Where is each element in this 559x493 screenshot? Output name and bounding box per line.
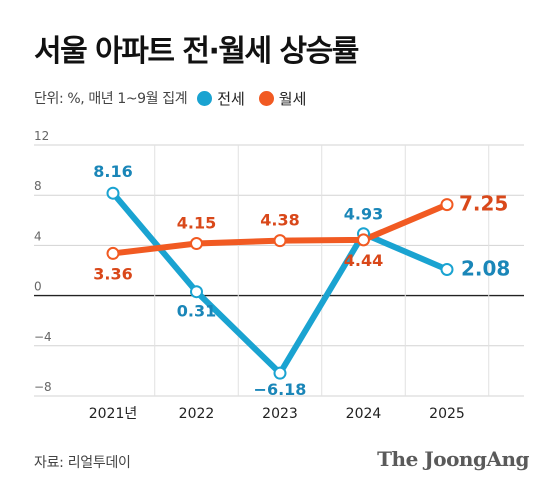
data-point-wolse (190, 237, 203, 251)
data-label-wolse: 7.25 (459, 192, 508, 216)
legend-item-jeonse: 전세 (197, 88, 245, 109)
legend-item-wolse: 월세 (258, 88, 307, 109)
y-tick-label: 0 (34, 280, 42, 294)
data-label-jeonse: 0.31 (177, 302, 216, 321)
legend-swatch-wolse (258, 90, 274, 106)
y-tick-label: 12 (34, 129, 49, 143)
x-tick-label: 2024 (346, 406, 382, 422)
source-note: 자료: 리얼투데이 (34, 455, 131, 471)
x-tick-label: 2023 (262, 406, 298, 422)
y-tick-label: 8 (34, 179, 42, 193)
legend-swatch-jeonse (197, 90, 213, 106)
data-label-jeonse: −6.18 (254, 380, 307, 399)
x-tick-label: 2025 (429, 406, 465, 422)
legend-label-jeonse: 전세 (217, 89, 245, 108)
data-point-wolse (357, 233, 370, 247)
data-label-jeonse: 8.16 (93, 162, 132, 181)
x-tick-label: 2021년 (89, 406, 138, 422)
data-point-wolse (106, 246, 120, 260)
unit-note: 단위: %, 매년 1~9월 집계 (34, 91, 188, 107)
data-point-wolse (440, 198, 454, 212)
data-point-jeonse (190, 285, 203, 299)
y-tick-label: −4 (34, 330, 52, 344)
brand-logo: The JoongAng (377, 447, 529, 471)
chart-title: 서울 아파트 전·월세 상승률 (34, 34, 359, 69)
data-label-wolse: 3.36 (93, 264, 132, 283)
data-point-wolse (273, 234, 287, 248)
data-point-jeonse (273, 366, 287, 380)
y-tick-label: 4 (34, 229, 42, 243)
data-label-wolse: 4.44 (344, 251, 383, 270)
data-point-jeonse (440, 262, 454, 276)
legend-label-wolse: 월세 (278, 89, 307, 108)
legend-row: 단위: %, 매년 1~9월 집계 전세 월세 (34, 88, 320, 108)
data-point-jeonse (106, 186, 120, 200)
data-label-wolse: 4.15 (177, 214, 216, 233)
y-tick-label: −8 (34, 380, 52, 394)
data-label-jeonse: 2.08 (461, 256, 510, 280)
data-label-wolse: 4.38 (260, 211, 299, 230)
x-tick-label: 2022 (179, 406, 215, 422)
data-label-jeonse: 4.93 (344, 205, 383, 224)
